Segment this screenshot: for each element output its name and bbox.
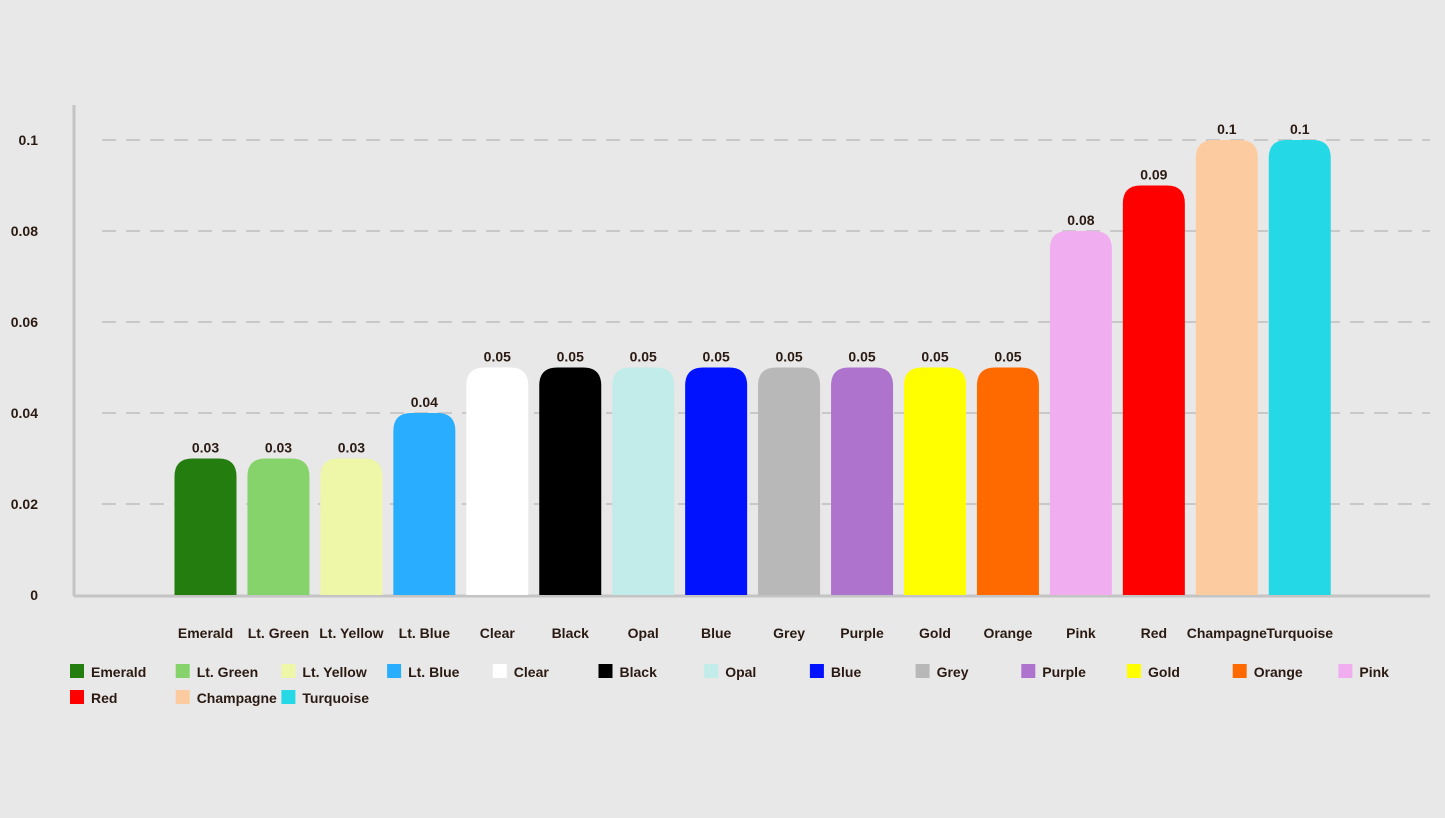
data-label: 0.05 [484,349,511,365]
legend-swatch [387,664,402,678]
legend-label: Lt. Yellow [302,664,366,680]
legend-label: Purple [1042,664,1086,680]
bar [1122,185,1185,595]
legend-label: Black [620,664,658,680]
legend-swatch [281,664,296,678]
bar [174,458,237,595]
x-tick-label: Lt. Yellow [319,625,383,641]
x-tick-label: Black [552,625,590,641]
bar [612,367,675,595]
x-tick-label: Red [1141,625,1167,641]
x-tick-label: Blue [701,625,732,641]
legend-swatch [1232,664,1247,678]
legend-label: Lt. Blue [408,664,460,680]
data-label: 0.1 [1217,121,1237,137]
x-tick-label: Emerald [178,625,233,641]
data-label: 0.03 [338,440,365,456]
bar [247,458,310,595]
bar [831,367,894,595]
y-tick-label: 0.06 [11,314,38,330]
bar [1049,231,1112,595]
x-tick-label: Pink [1066,625,1096,641]
data-label: 0.05 [921,349,948,365]
x-tick-label: Grey [773,625,805,641]
bar [904,367,966,595]
axes: 0 0.02 0.04 0.06 0.08 0.1 Emerald Lt. Green Lt. … [11,105,1430,641]
data-label: 0.03 [265,440,292,456]
legend-swatch [915,664,930,678]
data-label: 0.05 [848,349,875,365]
bar [685,367,748,595]
legend-label: Lt. Green [197,664,258,680]
x-tick-label: Champagne [1187,625,1267,641]
legend-label: Opal [725,664,756,680]
legend-label: Pink [1359,664,1389,680]
x-tick-label: Lt. Green [248,625,309,641]
legend-label: Blue [831,664,862,680]
bar [976,367,1039,595]
legend-swatch [1127,664,1141,678]
bar [1195,140,1258,595]
y-tick-label: 0 [30,587,38,603]
bar [758,367,821,595]
data-label: 0.04 [411,394,438,410]
legend-swatch [70,690,84,704]
legend-swatch [598,664,613,678]
legend-label: Champagne [197,690,277,706]
bar [466,367,529,595]
data-label: 0.08 [1067,212,1094,228]
legend-swatch [175,690,190,704]
legend-swatch [809,664,824,678]
y-tick-label: 0.02 [11,496,38,512]
bar [393,413,456,595]
bar [539,367,602,595]
x-tick-label: Purple [840,625,884,641]
x-tick-label: Turquoise [1266,625,1333,641]
legend-swatch [70,664,84,678]
y-tick-label: 0.1 [19,132,39,148]
bar [1268,140,1331,595]
legend-swatch [281,690,296,704]
x-tick-label: Lt. Blue [399,625,451,641]
data-label: 0.05 [557,349,584,365]
legend-swatch [175,664,190,678]
bars: 0.03 0.03 0.03 0.04 0.05 0.05 0.05 0.05 0.05 0.05… [174,121,1331,595]
legend-swatch [492,664,507,678]
legend-label: Turquoise [302,690,369,706]
x-tick-label: Opal [628,625,659,641]
data-label: 0.1 [1290,121,1310,137]
data-label: 0.03 [192,440,219,456]
data-label: 0.05 [994,349,1021,365]
data-label: 0.05 [775,349,802,365]
legend-label: Grey [937,664,969,680]
data-label: 0.05 [630,349,657,365]
x-tick-label: Orange [983,625,1032,641]
y-tick-label: 0.08 [11,223,38,239]
legend-swatch [1338,664,1353,678]
x-tick-label: Clear [480,625,516,641]
legend-label: Orange [1254,664,1303,680]
legend-label: Gold [1148,664,1180,680]
data-label: 0.05 [703,349,730,365]
y-tick-label: 0.04 [11,405,38,421]
legend-label: Clear [514,664,550,680]
data-label: 0.09 [1140,167,1167,183]
x-tick-label: Gold [919,625,951,641]
legend-label: Emerald [91,664,146,680]
legend-label: Red [91,690,117,706]
legend-swatch [1021,664,1036,678]
legend: Emerald Lt. Green Lt. Yellow Lt. Blue Clear B… [70,664,1389,706]
legend-swatch [704,664,719,678]
bar [320,458,383,595]
